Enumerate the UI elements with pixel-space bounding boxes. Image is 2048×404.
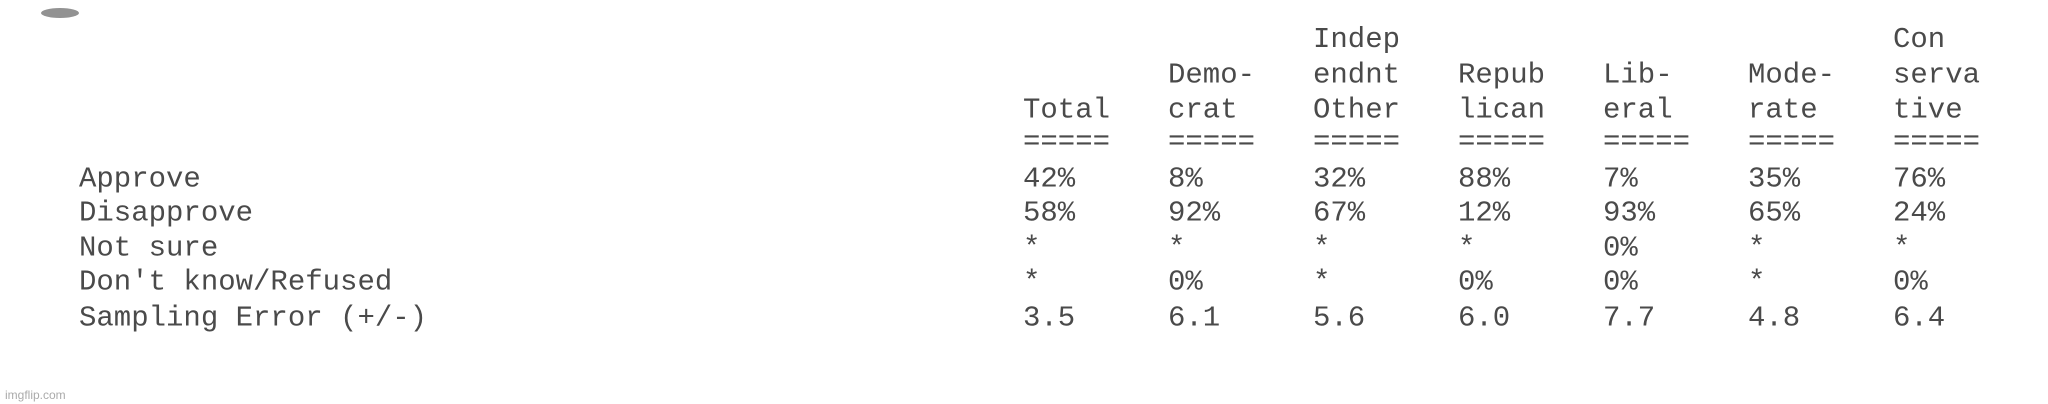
cell: * bbox=[1023, 232, 1040, 265]
smudge bbox=[41, 8, 79, 18]
cell: 0% bbox=[1893, 266, 1928, 299]
column-header: Repub bbox=[1458, 58, 1545, 91]
cell: 12% bbox=[1458, 197, 1511, 230]
cell: 0% bbox=[1603, 266, 1638, 299]
cell: * bbox=[1748, 266, 1765, 299]
cell: * bbox=[1313, 232, 1330, 265]
cell: 88% bbox=[1458, 163, 1511, 196]
cell: 0% bbox=[1458, 266, 1493, 299]
separator: ===== bbox=[1023, 126, 1110, 159]
cell: 6.4 bbox=[1893, 302, 1945, 335]
column-header: Lib- bbox=[1603, 58, 1673, 91]
cell: 42% bbox=[1023, 163, 1076, 196]
column-header: tive bbox=[1893, 94, 1963, 127]
column-header: Other bbox=[1313, 94, 1400, 127]
cell: 58% bbox=[1023, 197, 1076, 230]
separator: ===== bbox=[1748, 126, 1835, 159]
cell: 32% bbox=[1313, 163, 1366, 196]
cell: 67% bbox=[1313, 197, 1366, 230]
cell: 92% bbox=[1168, 197, 1221, 230]
cell: 76% bbox=[1893, 163, 1946, 196]
separator: ===== bbox=[1458, 126, 1545, 159]
cell: 3.5 bbox=[1023, 302, 1075, 335]
cell: * bbox=[1893, 232, 1910, 265]
row-label: Not sure bbox=[79, 232, 218, 265]
cell: 35% bbox=[1748, 163, 1801, 196]
watermark: imgflip.com bbox=[5, 388, 66, 402]
row-label: Approve bbox=[79, 163, 201, 196]
column-header: crat bbox=[1168, 94, 1238, 127]
cell: 24% bbox=[1893, 197, 1946, 230]
column-header: Mode- bbox=[1748, 58, 1835, 91]
separator: ===== bbox=[1893, 126, 1980, 159]
row-label: Disapprove bbox=[79, 197, 253, 230]
cell: * bbox=[1748, 232, 1765, 265]
cell: 6.0 bbox=[1458, 302, 1510, 335]
row-label: Don't know/Refused bbox=[79, 266, 392, 299]
cell: 65% bbox=[1748, 197, 1801, 230]
column-header: Con bbox=[1893, 23, 1945, 56]
cell: * bbox=[1313, 266, 1330, 299]
column-header: Demo- bbox=[1168, 58, 1255, 91]
cell: * bbox=[1023, 266, 1040, 299]
column-header: Indep bbox=[1313, 23, 1400, 56]
cell: 0% bbox=[1603, 232, 1638, 265]
column-header: serva bbox=[1893, 58, 1980, 91]
column-header: eral bbox=[1603, 94, 1673, 127]
separator: ===== bbox=[1313, 126, 1400, 159]
cell: 8% bbox=[1168, 163, 1203, 196]
cell: * bbox=[1458, 232, 1475, 265]
row-label: Sampling Error (+/-) bbox=[79, 302, 427, 335]
cell: 7% bbox=[1603, 163, 1638, 196]
cell: 4.8 bbox=[1748, 302, 1800, 335]
cell: 93% bbox=[1603, 197, 1656, 230]
column-header: Total bbox=[1023, 94, 1110, 127]
cell: 6.1 bbox=[1168, 302, 1220, 335]
column-header: endnt bbox=[1313, 58, 1400, 91]
cell: 7.7 bbox=[1603, 302, 1655, 335]
cell: 0% bbox=[1168, 266, 1203, 299]
cell: * bbox=[1168, 232, 1185, 265]
column-header: lican bbox=[1458, 94, 1545, 127]
separator: ===== bbox=[1168, 126, 1255, 159]
separator: ===== bbox=[1603, 126, 1690, 159]
cell: 5.6 bbox=[1313, 302, 1365, 335]
column-header: rate bbox=[1748, 94, 1818, 127]
